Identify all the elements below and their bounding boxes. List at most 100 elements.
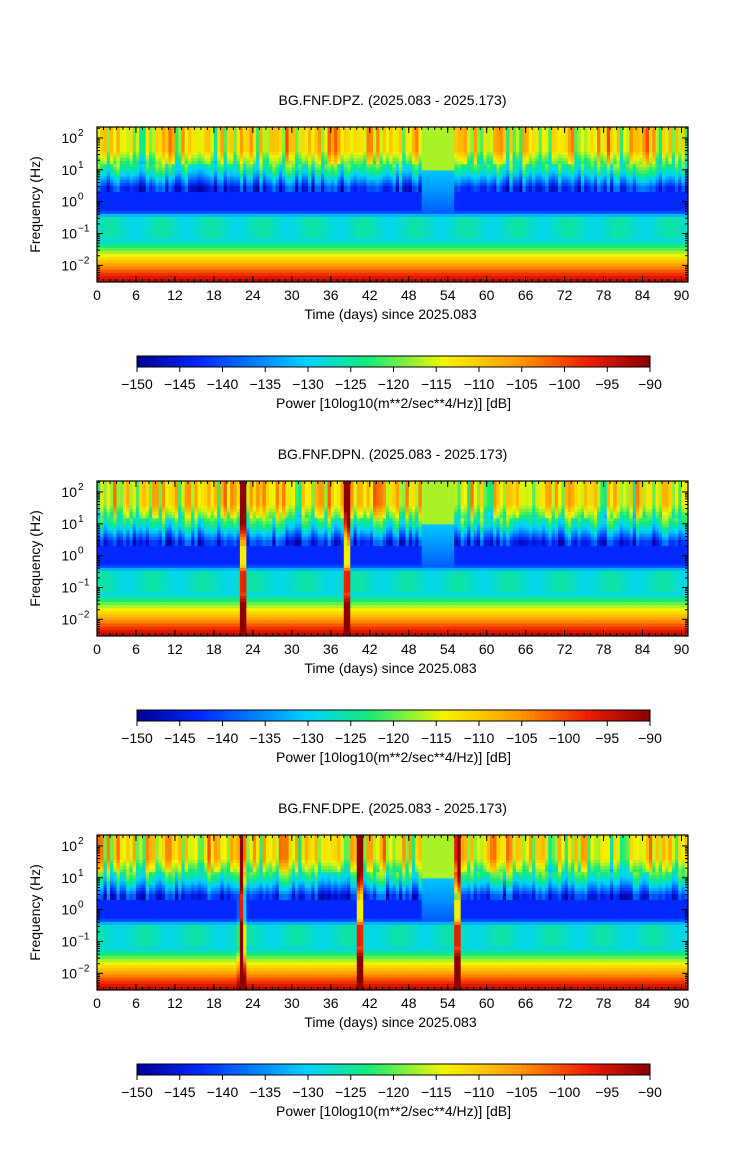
colorbar-tick-label: −130 bbox=[292, 376, 324, 392]
y-tick-label: 10 bbox=[61, 579, 77, 595]
x-tick-label: 30 bbox=[284, 995, 300, 1011]
y-tick-exponent: 1 bbox=[78, 514, 84, 525]
y-tick-label: 10 bbox=[61, 548, 77, 564]
colorbar-tick-label: −150 bbox=[121, 730, 153, 746]
x-tick-label: 78 bbox=[596, 995, 612, 1011]
x-tick-label: 48 bbox=[401, 287, 417, 303]
x-tick-label: 72 bbox=[557, 641, 573, 657]
x-tick-label: 90 bbox=[674, 287, 690, 303]
x-tick-label: 66 bbox=[518, 995, 534, 1011]
x-tick-label: 18 bbox=[206, 995, 222, 1011]
x-tick-label: 84 bbox=[635, 287, 651, 303]
colorbar-tick-label: −125 bbox=[335, 730, 367, 746]
colorbar-tick-label: −120 bbox=[378, 730, 410, 746]
x-tick-label: 0 bbox=[93, 641, 101, 657]
x-tick-label: 36 bbox=[323, 641, 339, 657]
colorbar-tick-label: −90 bbox=[638, 730, 662, 746]
colorbar-tick-label: −125 bbox=[335, 376, 367, 392]
y-tick-label: 10 bbox=[61, 484, 77, 500]
x-tick-label: 42 bbox=[362, 995, 378, 1011]
colorbar: −150 −145 −140 −135 −130 −125 −120 −115 −110 −105… bbox=[121, 1064, 662, 1119]
x-tick-label: 90 bbox=[674, 995, 690, 1011]
colorbar-tick-label: −145 bbox=[164, 730, 196, 746]
x-tick-label: 42 bbox=[362, 641, 378, 657]
colorbar-tick-label: −100 bbox=[549, 730, 581, 746]
x-tick-label: 84 bbox=[635, 641, 651, 657]
x-tick-label: 66 bbox=[518, 641, 534, 657]
colorbar-tick-label: −125 bbox=[335, 1084, 367, 1100]
y-tick-exponent: 2 bbox=[78, 482, 84, 493]
x-tick-label: 12 bbox=[167, 641, 183, 657]
y-axis-label: Frequency (Hz) bbox=[27, 510, 43, 606]
y-tick-exponent: 2 bbox=[78, 836, 84, 847]
x-tick-label: 42 bbox=[362, 287, 378, 303]
colorbar: −150 −145 −140 −135 −130 −125 −120 −115 −110 −105… bbox=[121, 356, 662, 411]
colorbar-tick-label: −110 bbox=[464, 376, 495, 392]
x-axis-label: Time (days) since 2025.083 bbox=[304, 1014, 476, 1030]
colorbar-tick-label: −140 bbox=[207, 1084, 239, 1100]
colorbar-tick-label: −120 bbox=[378, 1084, 410, 1100]
spectrogram-panel-3: BG.FNF.DPE. (2025.083 - 2025.173)0 6 12 18 2… bbox=[27, 800, 690, 1119]
colorbar-tick-label: −115 bbox=[421, 376, 452, 392]
x-tick-label: 6 bbox=[132, 287, 140, 303]
x-tick-label: 48 bbox=[401, 641, 417, 657]
colorbar-tick-label: −90 bbox=[638, 376, 662, 392]
x-tick-label: 48 bbox=[401, 995, 417, 1011]
x-tick-label: 36 bbox=[323, 287, 339, 303]
colorbar-label: Power [10log10(m**2/sec**4/Hz)] [dB] bbox=[276, 1103, 511, 1119]
y-tick-label: 10 bbox=[61, 838, 77, 854]
x-tick-label: 72 bbox=[557, 287, 573, 303]
colorbar-tick-label: −105 bbox=[506, 1084, 538, 1100]
x-tick-label: 54 bbox=[440, 995, 456, 1011]
colorbar-tick-label: −130 bbox=[292, 1084, 324, 1100]
heatmap-cells bbox=[97, 127, 689, 283]
x-tick-label: 36 bbox=[323, 995, 339, 1011]
x-tick-label: 12 bbox=[167, 995, 183, 1011]
colorbar-tick-label: −150 bbox=[121, 376, 153, 392]
spectrogram-figure: BG.FNF.DPZ. (2025.083 - 2025.173)0 6 12 18 2… bbox=[0, 0, 750, 1169]
y-tick-exponent: 0 bbox=[78, 546, 84, 557]
x-tick-label: 78 bbox=[596, 641, 612, 657]
x-tick-label: 6 bbox=[132, 995, 140, 1011]
y-tick-label: 10 bbox=[61, 965, 77, 981]
colorbar-tick-label: −105 bbox=[506, 376, 538, 392]
x-tick-label: 60 bbox=[479, 995, 495, 1011]
y-tick-label: 10 bbox=[61, 162, 77, 178]
colorbar-tick-label: −135 bbox=[249, 376, 281, 392]
x-tick-label: 54 bbox=[440, 641, 456, 657]
panel-title: BG.FNF.DPZ. (2025.083 - 2025.173) bbox=[279, 92, 507, 108]
y-tick-label: 10 bbox=[61, 933, 77, 949]
x-tick-label: 18 bbox=[206, 641, 222, 657]
panel-title: BG.FNF.DPE. (2025.083 - 2025.173) bbox=[278, 800, 507, 816]
colorbar-tick-label: −95 bbox=[595, 376, 619, 392]
x-tick-label: 84 bbox=[635, 995, 651, 1011]
y-tick-exponent: −1 bbox=[78, 223, 90, 234]
colorbar-tick-label: −90 bbox=[638, 1084, 662, 1100]
colorbar-tick-label: −135 bbox=[249, 1084, 281, 1100]
colorbar-tick-label: −115 bbox=[421, 730, 452, 746]
x-tick-label: 24 bbox=[245, 995, 261, 1011]
y-tick-label: 10 bbox=[61, 130, 77, 146]
colorbar-tick-label: −115 bbox=[421, 1084, 452, 1100]
y-tick-label: 10 bbox=[61, 902, 77, 918]
x-tick-label: 6 bbox=[132, 641, 140, 657]
x-tick-label: 30 bbox=[284, 641, 300, 657]
y-tick-label: 10 bbox=[61, 516, 77, 532]
colorbar-label: Power [10log10(m**2/sec**4/Hz)] [dB] bbox=[276, 395, 511, 411]
y-tick-exponent: −2 bbox=[78, 255, 90, 266]
y-tick-exponent: 1 bbox=[78, 160, 84, 171]
x-tick-label: 60 bbox=[479, 641, 495, 657]
colorbar-tick-label: −145 bbox=[164, 376, 196, 392]
colorbar-tick-label: −105 bbox=[506, 730, 538, 746]
x-tick-label: 54 bbox=[440, 287, 456, 303]
x-tick-label: 24 bbox=[245, 641, 261, 657]
x-axis-label: Time (days) since 2025.083 bbox=[304, 306, 476, 322]
y-tick-exponent: −2 bbox=[78, 609, 90, 620]
y-axis-label: Frequency (Hz) bbox=[27, 864, 43, 960]
x-tick-label: 66 bbox=[518, 287, 534, 303]
colorbar-tick-label: −135 bbox=[249, 730, 281, 746]
y-tick-exponent: 0 bbox=[78, 192, 84, 203]
x-tick-label: 24 bbox=[245, 287, 261, 303]
colorbar-tick-label: −150 bbox=[121, 1084, 153, 1100]
colorbar-tick-label: −145 bbox=[164, 1084, 196, 1100]
